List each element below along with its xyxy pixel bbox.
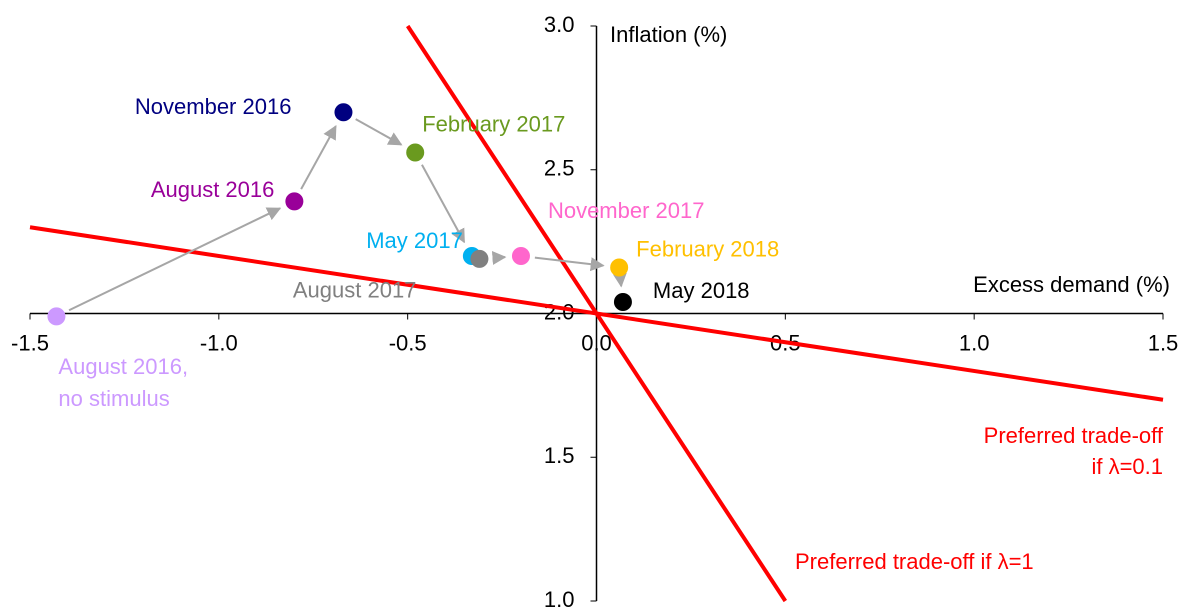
point <box>334 103 353 122</box>
point-label: no stimulus <box>58 386 169 411</box>
x-tick-label: 0.0 <box>581 330 612 355</box>
point <box>285 192 304 211</box>
x-tick-label: -1.5 <box>11 330 49 355</box>
arrow <box>612 272 627 288</box>
point-label: February 2017 <box>422 111 565 136</box>
arrow <box>491 250 507 265</box>
line-label: Preferred trade-off if λ=1 <box>795 549 1034 574</box>
point-label: May 2018 <box>653 278 750 303</box>
x-tick-label: -1.0 <box>200 330 238 355</box>
x-tick-label: 1.0 <box>959 330 990 355</box>
trade-off-line <box>29 225 1164 402</box>
x-tick-label: -0.5 <box>389 330 427 355</box>
point <box>613 293 632 311</box>
point-label: August 2017 <box>293 278 417 303</box>
point <box>511 247 530 265</box>
point-label: May 2017 <box>366 228 463 253</box>
y-axis-label: Inflation (%) <box>610 22 727 47</box>
y-tick-label: 1.5 <box>544 443 575 468</box>
arrow <box>534 256 605 272</box>
point <box>406 143 425 162</box>
x-tick-label: 1.5 <box>1148 330 1179 355</box>
line-label: if λ=0.1 <box>1091 454 1163 479</box>
arrow <box>300 125 337 190</box>
y-tick-label: 1.0 <box>544 587 575 609</box>
point <box>47 307 66 326</box>
point <box>470 249 489 268</box>
arrow <box>421 164 466 244</box>
arrow <box>355 118 403 146</box>
point-label: February 2018 <box>636 236 779 261</box>
point-label: November 2016 <box>135 94 292 119</box>
y-tick-label: 3.0 <box>544 12 575 37</box>
arrow <box>68 207 282 312</box>
point-label: November 2017 <box>548 198 705 223</box>
line-label: Preferred trade-off <box>984 423 1164 448</box>
x-axis-label: Excess demand (%) <box>973 272 1170 297</box>
y-tick-label: 2.5 <box>544 156 575 181</box>
y-tick-label: 2.0 <box>544 299 575 324</box>
point-label: August 2016, <box>58 354 188 379</box>
point <box>610 258 629 277</box>
point-label: August 2016 <box>151 177 275 202</box>
